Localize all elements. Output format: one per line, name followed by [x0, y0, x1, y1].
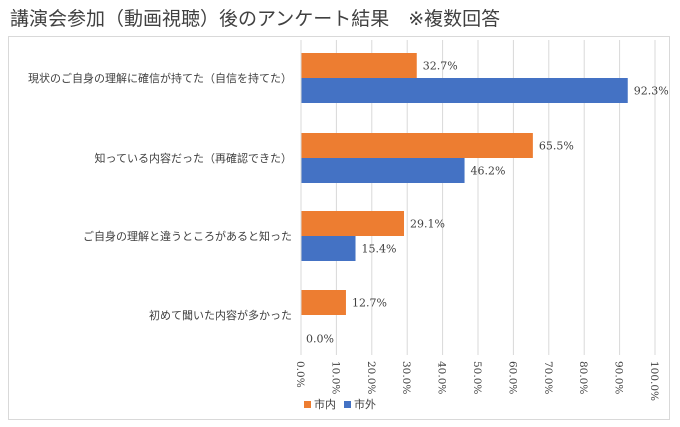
x-tick-label: 100.0% [648, 361, 660, 401]
category-label: 知っている内容だった（再確認できた） [95, 151, 292, 165]
legend-swatch [304, 401, 311, 408]
category-label: 現状のご自身の理解に確信が持てた（自信を持てた） [28, 71, 292, 85]
legend-swatch [344, 401, 351, 408]
bar-shigai [301, 78, 628, 103]
bar-shinai [301, 133, 533, 158]
bar-shigai [301, 158, 465, 183]
x-tick-label: 70.0% [542, 361, 554, 394]
category-label: 初めて聞いた内容が多かった [149, 308, 292, 322]
data-label: 29.1% [410, 218, 445, 231]
x-tick-label: 10.0% [329, 361, 341, 394]
data-label: 46.2% [471, 165, 506, 178]
x-tick-label: 0.0% [294, 361, 306, 388]
chart-title: 講演会参加（動画視聴）後のアンケート結果 ※複数回答 [10, 8, 501, 30]
bar-shinai [301, 290, 346, 315]
legend-label: 市内 [314, 397, 336, 411]
x-tick-label: 30.0% [400, 361, 412, 394]
category-label: ご自身の理解と違うところがあると知った [83, 229, 292, 243]
data-label: 32.7% [423, 60, 458, 73]
data-label: 65.5% [539, 140, 574, 153]
bar-shinai [301, 53, 417, 78]
data-label: 15.4% [362, 243, 397, 256]
x-tick-label: 20.0% [365, 361, 377, 394]
x-tick-label: 60.0% [506, 361, 518, 394]
x-tick-label: 80.0% [577, 361, 589, 394]
x-tick-label: 40.0% [436, 361, 448, 394]
data-label: 12.7% [352, 297, 387, 310]
x-tick-label: 90.0% [613, 361, 625, 394]
bar-shigai [301, 236, 356, 261]
bar-shinai [301, 211, 405, 236]
chart-frame [8, 36, 670, 420]
data-label: 0.0% [306, 333, 334, 346]
x-tick-label: 50.0% [471, 361, 483, 394]
data-label: 92.3% [634, 85, 669, 98]
legend-label: 市外 [354, 397, 376, 411]
